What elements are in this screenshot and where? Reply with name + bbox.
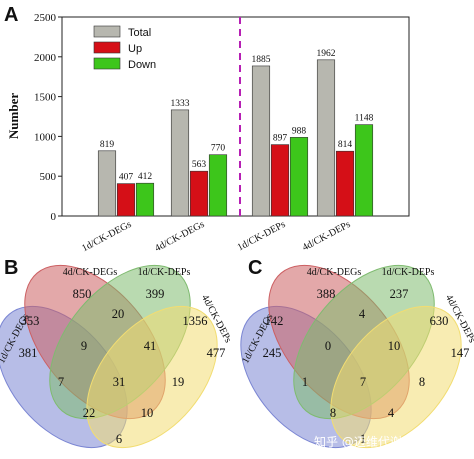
bar-value-label: 814 (338, 140, 353, 150)
bar-up (189, 170, 209, 217)
bar-total (316, 59, 336, 217)
bar-value-label: 1885 (252, 55, 271, 65)
bar-value-label: 1962 (317, 49, 336, 59)
y-tick-label: 2500 (34, 12, 57, 24)
venn-region-count: 7 (58, 375, 64, 389)
venn-region-count: 19 (172, 375, 185, 389)
venn-region-count: 1356 (183, 314, 208, 328)
venn-region-count: 237 (390, 287, 409, 301)
venn-region-count: 20 (112, 307, 125, 321)
bar-value-label: 1333 (171, 99, 190, 109)
venn-set-label: 4d/CK-DEGs (307, 267, 362, 278)
watermark-text: 知乎 @迈维代谢MetWare (314, 434, 455, 449)
legend-label: Down (128, 59, 156, 71)
bar-up (270, 144, 290, 217)
y-axis: 0 500 1000 1500 2000 2500 (34, 12, 62, 223)
venn-region-count: 630 (430, 314, 449, 328)
venn-region-count: 6 (116, 432, 122, 446)
venn-region-count: 8 (419, 375, 425, 389)
venn-set-ellipse (86, 305, 218, 449)
venn-region-count: 245 (263, 346, 282, 360)
x-tick-label: 4d/CK-DEPs (301, 219, 353, 254)
bar-value-label: 988 (292, 126, 307, 136)
watermark: 知乎 @迈维代谢MetWare (314, 434, 455, 449)
venn-region-count: 147 (451, 346, 470, 360)
venn-region-count: 9 (81, 339, 87, 353)
venn-region-count: 353 (21, 314, 40, 328)
y-tick-label: 1000 (34, 131, 57, 143)
x-tick-labels: 1d/CK-DEGs 4d/CK-DEGs 1d/CK-DEPs 4d/CK-DEPs (80, 219, 352, 254)
venn-region-count: 850 (73, 287, 92, 301)
y-axis-title: Number (6, 93, 21, 139)
venn-region-count: 381 (19, 346, 38, 360)
y-tick-label: 2000 (34, 52, 57, 64)
venn-region-count: 399 (146, 287, 165, 301)
venn-region-count: 41 (144, 339, 157, 353)
panel-label-b: B (4, 257, 18, 279)
bar-up (335, 150, 355, 217)
bar-down (289, 137, 309, 217)
bar-chart-panel: A 0 500 1000 1500 2000 2500 Number 819 407 412 1… (4, 4, 410, 254)
venn-region-count: 10 (141, 406, 154, 420)
venn-set-label: 1d/CK-DEPs (138, 267, 191, 278)
venn-set-label: 4d/CK-DEGs (63, 267, 118, 278)
venn-region-count: 10 (388, 339, 401, 353)
bar-value-label: 407 (119, 173, 134, 183)
legend-label: Up (128, 43, 142, 55)
bar-value-label: 770 (211, 144, 226, 154)
bar-down (354, 124, 374, 217)
venn-region-count: 4 (388, 406, 395, 420)
bar-value-label: 897 (273, 134, 288, 144)
bar-total (170, 109, 190, 217)
venn-region-count: 477 (207, 346, 226, 360)
x-tick-label: 1d/CK-DEPs (236, 219, 288, 254)
bar-total (97, 150, 117, 217)
venn-region-count: 22 (83, 406, 96, 420)
bar-down (135, 182, 155, 217)
venn-region-count: 7 (360, 375, 366, 389)
x-tick-label: 1d/CK-DEGs (80, 219, 133, 254)
bars: 819 407 412 1333 563 770 1885 897 988 1962 814 1148 (97, 49, 374, 217)
venn-set-ellipse (330, 305, 462, 449)
y-tick-label: 500 (40, 171, 57, 183)
venn-region-count: 0 (325, 339, 331, 353)
venn-region-count: 31 (113, 375, 126, 389)
venn-region-count: 8 (330, 406, 336, 420)
y-tick-label: 0 (51, 211, 57, 223)
venn-region-count: 142 (265, 314, 284, 328)
x-tick-label: 4d/CK-DEGs (153, 219, 206, 254)
bar-up (116, 183, 136, 217)
bar-value-label: 412 (138, 172, 153, 182)
y-tick-label: 1500 (34, 92, 57, 104)
bar-down (208, 154, 228, 217)
legend-swatch (93, 57, 121, 70)
panel-label-c: C (248, 257, 262, 279)
bar-total (251, 65, 271, 217)
legend-label: Total (128, 27, 151, 39)
bar-value-label: 1148 (355, 114, 374, 124)
venn-region-count: 4 (359, 307, 366, 321)
legend-swatch (93, 41, 121, 54)
legend-swatch (93, 25, 121, 38)
venn-region-count: 388 (317, 287, 336, 301)
plot-frame (61, 16, 410, 217)
legend: Total Up Down (93, 25, 156, 71)
panel-label-a: A (4, 4, 18, 26)
bar-value-label: 819 (100, 140, 115, 150)
venn-region-count: 1 (360, 432, 366, 446)
bar-value-label: 563 (192, 160, 207, 170)
venn-set-label: 1d/CK-DEPs (382, 267, 435, 278)
venn-region-count: 1 (302, 375, 308, 389)
